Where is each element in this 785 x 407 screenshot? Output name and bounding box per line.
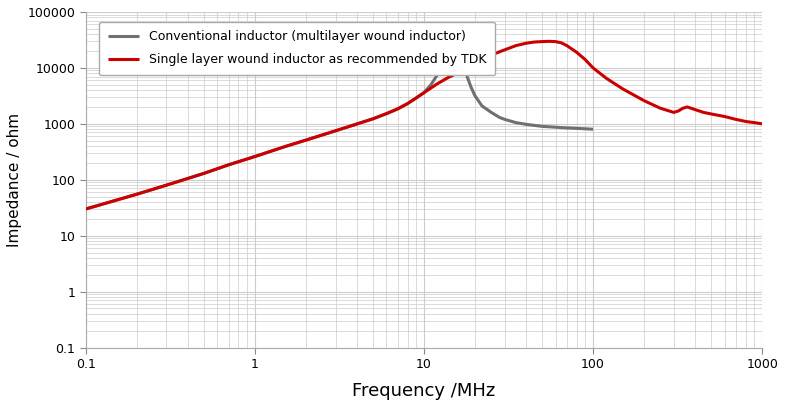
Conventional inductor (multilayer wound inductor)	[462, 74, 472, 79]
Conventional inductor (multilayer wound inductor)	[439, 61, 448, 66]
Conventional inductor (multilayer wound inductor)	[500, 117, 509, 122]
Line: Single layer wound inductor as recommended by TDK: Single layer wound inductor as recommend…	[86, 42, 762, 209]
Conventional inductor (multilayer wound inductor)	[393, 106, 403, 111]
Conventional inductor (multilayer wound inductor)	[551, 125, 560, 130]
Single layer wound inductor as recommended by TDK	[758, 121, 767, 126]
Conventional inductor (multilayer wound inductor)	[433, 72, 442, 77]
Conventional inductor (multilayer wound inductor)	[250, 154, 260, 159]
Conventional inductor (multilayer wound inductor)	[301, 138, 311, 142]
Single layer wound inductor as recommended by TDK	[419, 90, 429, 95]
Line: Conventional inductor (multilayer wound inductor): Conventional inductor (multilayer wound …	[86, 37, 593, 209]
Conventional inductor (multilayer wound inductor)	[419, 90, 429, 95]
Conventional inductor (multilayer wound inductor)	[562, 125, 571, 130]
Conventional inductor (multilayer wound inductor)	[368, 116, 378, 121]
Conventional inductor (multilayer wound inductor)	[224, 162, 233, 167]
Conventional inductor (multilayer wound inductor)	[487, 110, 496, 115]
Single layer wound inductor as recommended by TDK	[602, 76, 612, 81]
Conventional inductor (multilayer wound inductor)	[454, 43, 463, 48]
Conventional inductor (multilayer wound inductor)	[199, 171, 209, 176]
Conventional inductor (multilayer wound inductor)	[495, 115, 504, 120]
Conventional inductor (multilayer wound inductor)	[403, 101, 412, 106]
Conventional inductor (multilayer wound inductor)	[382, 111, 391, 116]
Conventional inductor (multilayer wound inductor)	[352, 122, 361, 127]
Conventional inductor (multilayer wound inductor)	[81, 206, 90, 211]
Conventional inductor (multilayer wound inductor)	[572, 126, 582, 131]
Single layer wound inductor as recommended by TDK	[545, 39, 554, 44]
Single layer wound inductor as recommended by TDK	[81, 206, 90, 211]
Conventional inductor (multilayer wound inductor)	[470, 93, 480, 98]
Conventional inductor (multilayer wound inductor)	[466, 85, 476, 90]
Conventional inductor (multilayer wound inductor)	[538, 124, 547, 129]
Conventional inductor (multilayer wound inductor)	[477, 103, 487, 108]
Single layer wound inductor as recommended by TDK	[433, 81, 442, 86]
Y-axis label: Impedance / ohm: Impedance / ohm	[7, 113, 22, 247]
Legend: Conventional inductor (multilayer wound inductor), Single layer wound inductor a: Conventional inductor (multilayer wound …	[99, 22, 495, 75]
Single layer wound inductor as recommended by TDK	[382, 111, 391, 116]
Conventional inductor (multilayer wound inductor)	[588, 127, 597, 132]
X-axis label: Frequency /MHz: Frequency /MHz	[352, 382, 495, 400]
Conventional inductor (multilayer wound inductor)	[162, 183, 171, 188]
Conventional inductor (multilayer wound inductor)	[426, 82, 436, 87]
Conventional inductor (multilayer wound inductor)	[458, 59, 468, 64]
Conventional inductor (multilayer wound inductor)	[330, 128, 340, 133]
Conventional inductor (multilayer wound inductor)	[132, 192, 141, 197]
Single layer wound inductor as recommended by TDK	[750, 120, 759, 125]
Conventional inductor (multilayer wound inductor)	[411, 96, 421, 101]
Single layer wound inductor as recommended by TDK	[655, 106, 665, 111]
Conventional inductor (multilayer wound inductor)	[444, 46, 454, 51]
Conventional inductor (multilayer wound inductor)	[511, 120, 520, 125]
Conventional inductor (multilayer wound inductor)	[449, 35, 458, 40]
Conventional inductor (multilayer wound inductor)	[280, 144, 290, 149]
Conventional inductor (multilayer wound inductor)	[521, 122, 531, 127]
